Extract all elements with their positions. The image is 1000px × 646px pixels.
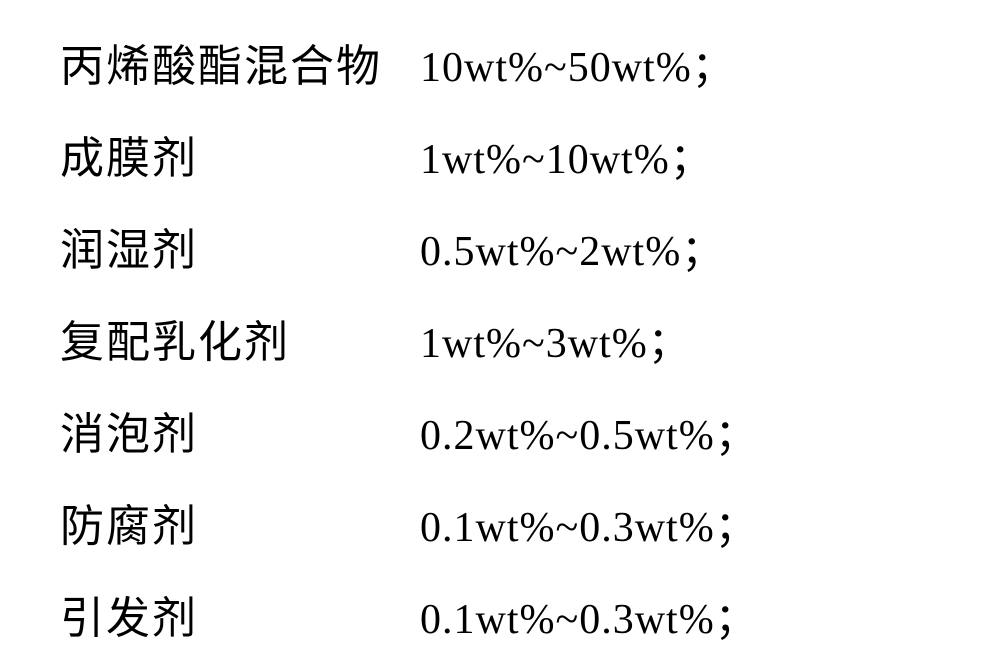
composition-row: 复配乳化剂 1wt%~3wt%； [60, 306, 940, 370]
ingredient-name: 引发剂 [60, 582, 420, 646]
composition-row: 润湿剂 0.5wt%~2wt%； [60, 214, 940, 278]
composition-list: 丙烯酸酯混合物 10wt%~50wt%； 成膜剂 1wt%~10wt%； 润湿剂… [60, 30, 940, 646]
ingredient-value: 10wt%~50wt%； [420, 33, 735, 94]
ingredient-value: 0.1wt%~0.3wt%； [420, 493, 758, 554]
composition-row: 消泡剂 0.2wt%~0.5wt%； [60, 398, 940, 462]
ingredient-value: 1wt%~3wt%； [420, 309, 691, 370]
ingredient-value: 1wt%~10wt%； [420, 125, 713, 186]
ingredient-value: 0.2wt%~0.5wt%； [420, 401, 758, 462]
composition-row: 防腐剂 0.1wt%~0.3wt%； [60, 490, 940, 554]
ingredient-value: 0.1wt%~0.3wt%； [420, 585, 758, 646]
composition-row: 丙烯酸酯混合物 10wt%~50wt%； [60, 30, 940, 94]
ingredient-name: 成膜剂 [60, 122, 420, 186]
ingredient-name: 复配乳化剂 [60, 306, 420, 370]
ingredient-name: 丙烯酸酯混合物 [60, 30, 420, 94]
ingredient-name: 防腐剂 [60, 490, 420, 554]
composition-row: 成膜剂 1wt%~10wt%； [60, 122, 940, 186]
composition-row: 引发剂 0.1wt%~0.3wt%； [60, 582, 940, 646]
ingredient-name: 润湿剂 [60, 214, 420, 278]
ingredient-name: 消泡剂 [60, 398, 420, 462]
ingredient-value: 0.5wt%~2wt%； [420, 217, 724, 278]
